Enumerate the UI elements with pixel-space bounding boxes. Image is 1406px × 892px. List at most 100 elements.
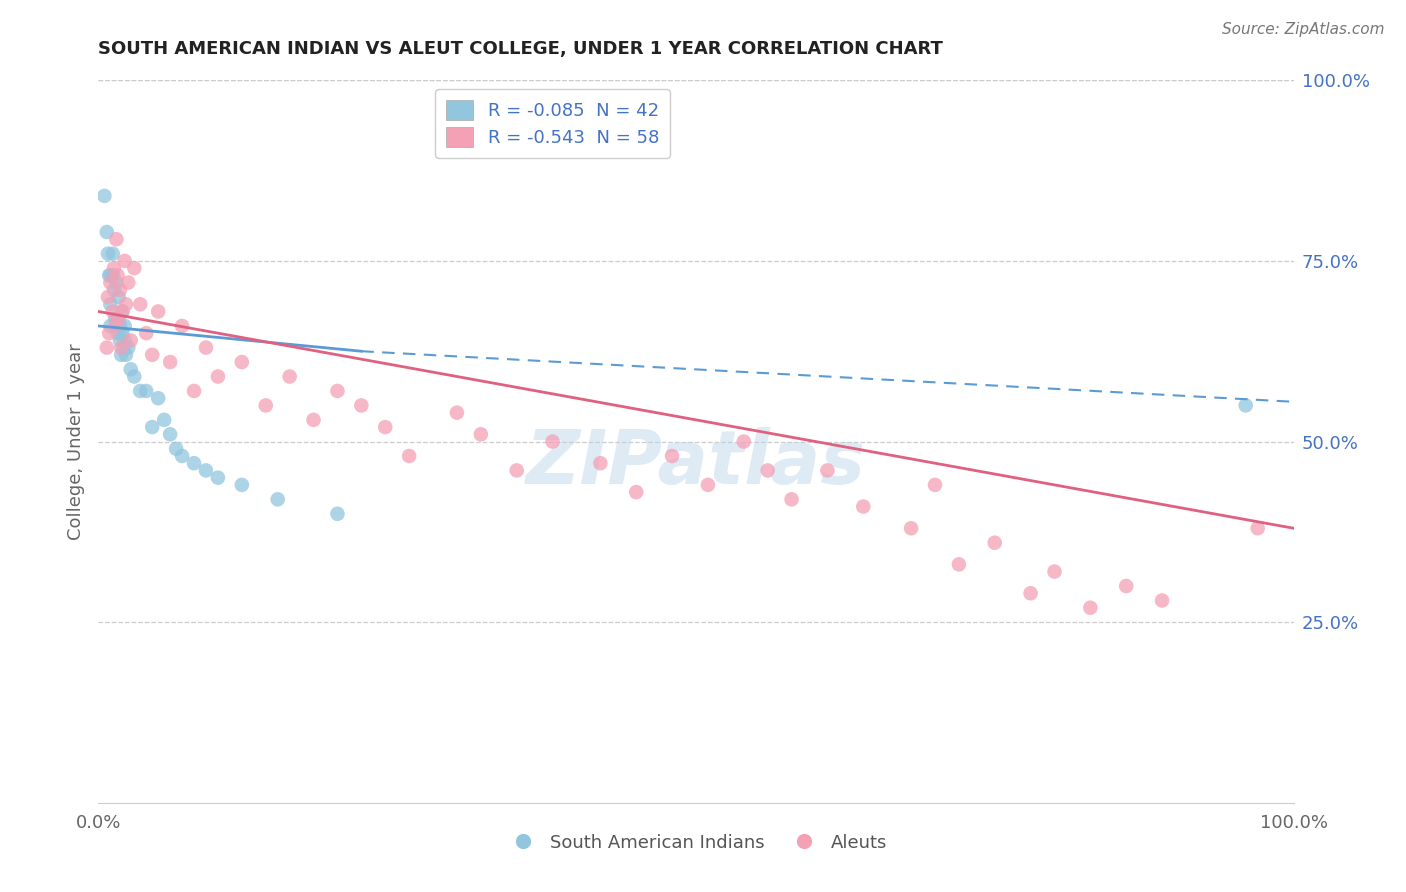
Point <box>374 420 396 434</box>
Point <box>98 268 121 283</box>
Point <box>105 311 128 326</box>
Point <box>135 326 157 340</box>
Point <box>254 398 277 412</box>
Point <box>326 384 349 398</box>
Point <box>129 297 152 311</box>
Point <box>107 326 129 340</box>
Point <box>98 268 122 283</box>
Point <box>124 369 146 384</box>
Point <box>302 413 325 427</box>
Point <box>1080 600 1102 615</box>
Text: Source: ZipAtlas.com: Source: ZipAtlas.com <box>1222 22 1385 37</box>
Point <box>948 558 970 572</box>
Point <box>117 276 139 290</box>
Point <box>1019 586 1042 600</box>
Point <box>153 413 176 427</box>
Y-axis label: College, Under 1 year: College, Under 1 year <box>66 343 84 540</box>
Point <box>115 297 138 311</box>
Text: ZIPatlas: ZIPatlas <box>526 426 866 500</box>
Point <box>117 341 139 355</box>
Point <box>1234 398 1257 412</box>
Point <box>148 391 170 405</box>
Point <box>101 304 124 318</box>
Point <box>103 261 125 276</box>
Point <box>852 500 875 514</box>
Text: SOUTH AMERICAN INDIAN VS ALEUT COLLEGE, UNDER 1 YEAR CORRELATION CHART: SOUTH AMERICAN INDIAN VS ALEUT COLLEGE, … <box>98 40 943 58</box>
Point <box>141 348 163 362</box>
Point <box>107 268 129 283</box>
Point <box>541 434 564 449</box>
Point <box>96 341 118 355</box>
Point <box>135 384 157 398</box>
Point <box>129 384 152 398</box>
Point <box>398 449 420 463</box>
Point <box>148 304 170 318</box>
Point <box>159 427 181 442</box>
Point <box>111 304 134 318</box>
Point <box>780 492 803 507</box>
Point <box>101 246 124 260</box>
Point <box>195 463 218 477</box>
Point <box>110 348 132 362</box>
Point <box>114 253 136 268</box>
Point <box>98 297 122 311</box>
Point <box>231 478 253 492</box>
Point <box>107 311 129 326</box>
Point <box>756 463 779 477</box>
Point <box>183 384 205 398</box>
Point <box>697 478 720 492</box>
Point <box>326 507 349 521</box>
Legend: South American Indians, Aleuts: South American Indians, Aleuts <box>498 826 894 859</box>
Point <box>97 246 120 260</box>
Point <box>101 268 124 283</box>
Point <box>98 318 122 333</box>
Point <box>195 341 218 355</box>
Point <box>120 362 142 376</box>
Point <box>506 463 529 477</box>
Point <box>984 535 1007 549</box>
Point <box>589 456 612 470</box>
Point <box>110 341 132 355</box>
Point <box>104 311 127 326</box>
Point <box>207 470 229 484</box>
Point <box>470 427 492 442</box>
Point <box>165 442 187 456</box>
Point <box>104 318 127 333</box>
Point <box>108 283 131 297</box>
Point <box>111 304 134 318</box>
Point <box>141 420 163 434</box>
Point <box>661 449 683 463</box>
Point <box>900 521 922 535</box>
Point <box>1043 565 1066 579</box>
Point <box>172 449 194 463</box>
Point <box>112 341 135 355</box>
Point <box>733 434 755 449</box>
Point <box>350 398 373 412</box>
Point <box>96 225 118 239</box>
Point <box>97 290 120 304</box>
Point <box>1247 521 1270 535</box>
Point <box>815 463 838 477</box>
Point <box>159 355 181 369</box>
Point <box>114 318 136 333</box>
Point <box>103 283 125 297</box>
Point <box>207 369 229 384</box>
Point <box>98 326 121 340</box>
Point <box>183 456 205 470</box>
Point <box>924 478 946 492</box>
Point <box>93 189 115 203</box>
Point <box>267 492 290 507</box>
Point <box>231 355 253 369</box>
Point <box>107 290 129 304</box>
Point <box>108 334 131 348</box>
Point <box>115 348 138 362</box>
Point <box>626 485 648 500</box>
Point <box>1152 593 1174 607</box>
Point <box>120 334 142 348</box>
Point <box>172 318 194 333</box>
Point <box>1115 579 1137 593</box>
Point <box>111 326 134 340</box>
Point <box>105 232 128 246</box>
Point <box>108 318 131 333</box>
Point <box>446 406 468 420</box>
